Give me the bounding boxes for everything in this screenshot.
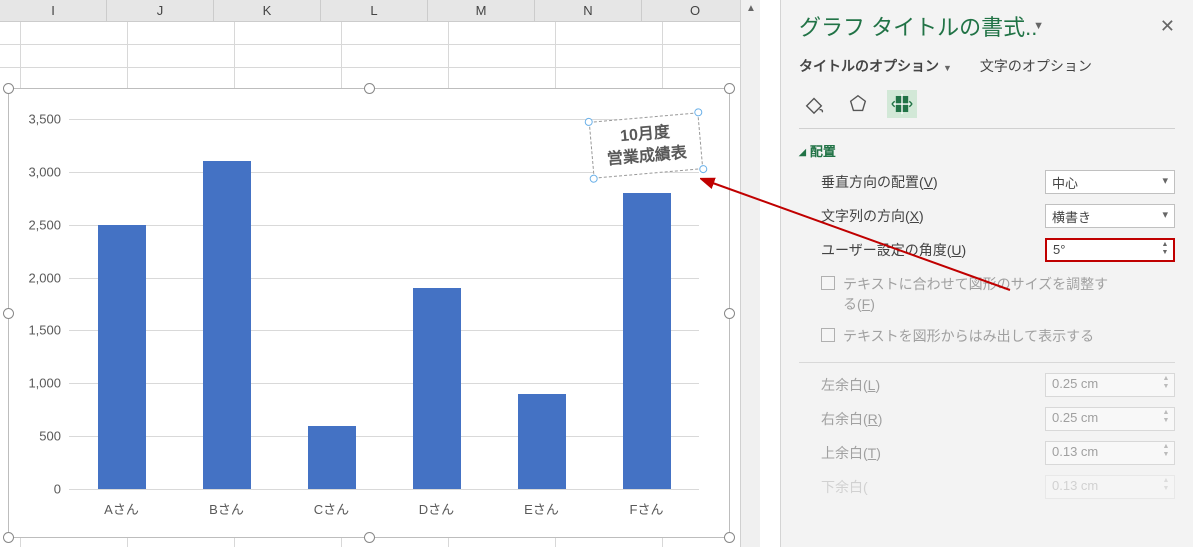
y-axis-tick: 500 (19, 429, 61, 444)
section-alignment[interactable]: 配置 (799, 141, 1175, 160)
fill-outline-icon[interactable] (799, 90, 829, 118)
col-header[interactable]: N (535, 0, 642, 21)
row-top-margin: 上余白(T) 0.13 cm ▲▼ (799, 441, 1175, 465)
close-icon[interactable]: ✕ (1160, 16, 1175, 37)
size-properties-icon[interactable] (887, 90, 917, 118)
col-header[interactable]: M (428, 0, 535, 21)
row-custom-angle: ユーザー設定の角度(U) 5° ▲▼ (799, 238, 1175, 262)
chart-title[interactable]: 10月度 営業成績表 (589, 112, 704, 179)
resize-handle[interactable] (3, 83, 14, 94)
resize-handle[interactable] (724, 532, 735, 543)
left-margin-label: 左余白(L) (821, 375, 1035, 395)
text-direction-combo[interactable]: 横書き (1045, 204, 1175, 228)
row-text-direction: 文字列の方向(X) 横書き (799, 204, 1175, 228)
y-axis-tick: 1,000 (19, 376, 61, 391)
col-header[interactable]: J (107, 0, 214, 21)
bottom-margin-input: 0.13 cm ▲▼ (1045, 475, 1175, 499)
effects-icon[interactable] (843, 90, 873, 118)
vertical-align-combo[interactable]: 中心 (1045, 170, 1175, 194)
x-axis-label: Bさん (187, 499, 267, 518)
x-axis-label: Aさん (82, 499, 162, 518)
y-axis-tick: 0 (19, 482, 61, 497)
vertical-align-label: 垂直方向の配置(V) (821, 172, 1035, 192)
custom-angle-spinner[interactable]: 5° ▲▼ (1045, 238, 1175, 262)
tab-title-options[interactable]: タイトルのオプション▼ (799, 56, 952, 76)
bar[interactable] (623, 193, 671, 489)
divider (799, 362, 1175, 363)
row-overflow-text: テキストを図形からはみ出して表示する (799, 326, 1175, 346)
y-axis-tick: 3,500 (19, 112, 61, 127)
vertical-scrollbar[interactable]: ▲ (740, 0, 760, 547)
format-panel: グラフ タイトルの書式.. ▼ ✕ タイトルのオプション▼ 文字のオプション 配… (780, 0, 1193, 547)
overflow-text-checkbox[interactable] (821, 328, 835, 342)
chart-title-line2: 営業成績表 (606, 144, 687, 168)
title-handle[interactable] (584, 118, 593, 127)
right-margin-label: 右余白(R) (821, 409, 1035, 429)
x-axis-label: Fさん (607, 499, 687, 518)
custom-angle-label: ユーザー設定の角度(U) (821, 240, 1035, 260)
top-margin-label: 上余白(T) (821, 443, 1035, 463)
y-axis-tick: 2,500 (19, 217, 61, 232)
overflow-text-label: テキストを図形からはみ出して表示する (843, 326, 1094, 346)
col-header[interactable]: K (214, 0, 321, 21)
col-header[interactable]: I (0, 0, 107, 21)
y-axis-tick: 2,000 (19, 270, 61, 285)
column-headers: I J K L M N O (0, 0, 760, 22)
resize-shape-label: テキストに合わせて図形のサイズを調整す る(F) (843, 274, 1108, 314)
row-left-margin: 左余白(L) 0.25 cm ▲▼ (799, 373, 1175, 397)
x-axis-label: Dさん (397, 499, 477, 518)
icon-tabs (799, 90, 1175, 129)
y-axis-tick: 1,500 (19, 323, 61, 338)
row-resize-shape: テキストに合わせて図形のサイズを調整す る(F) (799, 274, 1175, 314)
right-margin-input: 0.25 cm ▲▼ (1045, 407, 1175, 431)
resize-shape-checkbox[interactable] (821, 276, 835, 290)
chart-object[interactable]: 0 500 1,000 1,500 2,000 2,500 3,000 3,500 Aさん Bさん… (8, 88, 730, 538)
bar[interactable] (98, 225, 146, 489)
col-header[interactable]: L (321, 0, 428, 21)
x-axis-label: Eさん (502, 499, 582, 518)
panel-tabs: タイトルのオプション▼ 文字のオプション (799, 56, 1175, 76)
spinner-buttons[interactable]: ▲▼ (1159, 241, 1171, 257)
chart-title-line1: 10月度 (619, 124, 670, 145)
bar[interactable] (518, 394, 566, 489)
x-axis-label: Cさん (292, 499, 372, 518)
col-header[interactable]: O (642, 0, 749, 21)
row-right-margin: 右余白(R) 0.25 cm ▲▼ (799, 407, 1175, 431)
title-handle[interactable] (694, 108, 703, 117)
bar[interactable] (203, 161, 251, 489)
resize-handle[interactable] (3, 532, 14, 543)
text-direction-label: 文字列の方向(X) (821, 206, 1035, 226)
resize-handle[interactable] (724, 83, 735, 94)
resize-handle[interactable] (724, 308, 735, 319)
row-bottom-margin: 下余白( 0.13 cm ▲▼ (799, 475, 1175, 499)
resize-handle[interactable] (364, 83, 375, 94)
resize-handle[interactable] (3, 308, 14, 319)
y-axis-tick: 3,000 (19, 164, 61, 179)
bar[interactable] (413, 288, 461, 489)
resize-handle[interactable] (364, 532, 375, 543)
top-margin-input: 0.13 cm ▲▼ (1045, 441, 1175, 465)
row-vertical-alignment: 垂直方向の配置(V) 中心 (799, 170, 1175, 194)
left-margin-input: 0.25 cm ▲▼ (1045, 373, 1175, 397)
bar[interactable] (308, 426, 356, 489)
scroll-up-button[interactable]: ▲ (741, 0, 760, 20)
bottom-margin-label: 下余白( (821, 477, 1035, 497)
tab-text-options[interactable]: 文字のオプション (980, 56, 1092, 76)
title-handle[interactable] (699, 165, 708, 174)
panel-title: グラフ タイトルの書式.. (799, 10, 1037, 42)
worksheet-area: I J K L M N O 0 500 1,000 1,500 2,000 2,500 3,… (0, 0, 760, 547)
